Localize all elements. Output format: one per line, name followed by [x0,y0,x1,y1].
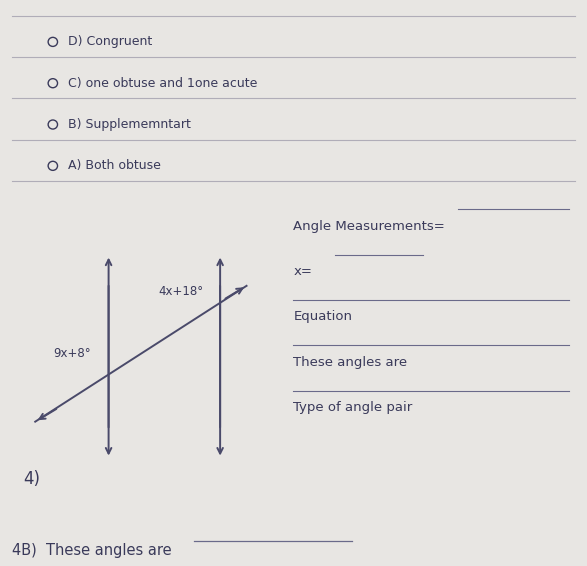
Text: 4x+18°: 4x+18° [158,285,204,298]
Text: B) Supplememntart: B) Supplememntart [68,118,190,131]
Text: 4B)  These angles are: 4B) These angles are [12,543,171,559]
Text: Equation: Equation [294,311,353,323]
Text: 4): 4) [23,470,41,488]
Text: A) Both obtuse: A) Both obtuse [68,160,160,172]
Text: Angle Measurements=: Angle Measurements= [294,220,446,233]
Text: x=: x= [294,265,312,278]
Text: 9x+8°: 9x+8° [53,348,90,360]
Text: C) one obtuse and 1one acute: C) one obtuse and 1one acute [68,77,257,89]
Text: Type of angle pair: Type of angle pair [294,401,413,414]
Text: D) Congruent: D) Congruent [68,36,152,48]
Text: These angles are: These angles are [294,356,407,368]
